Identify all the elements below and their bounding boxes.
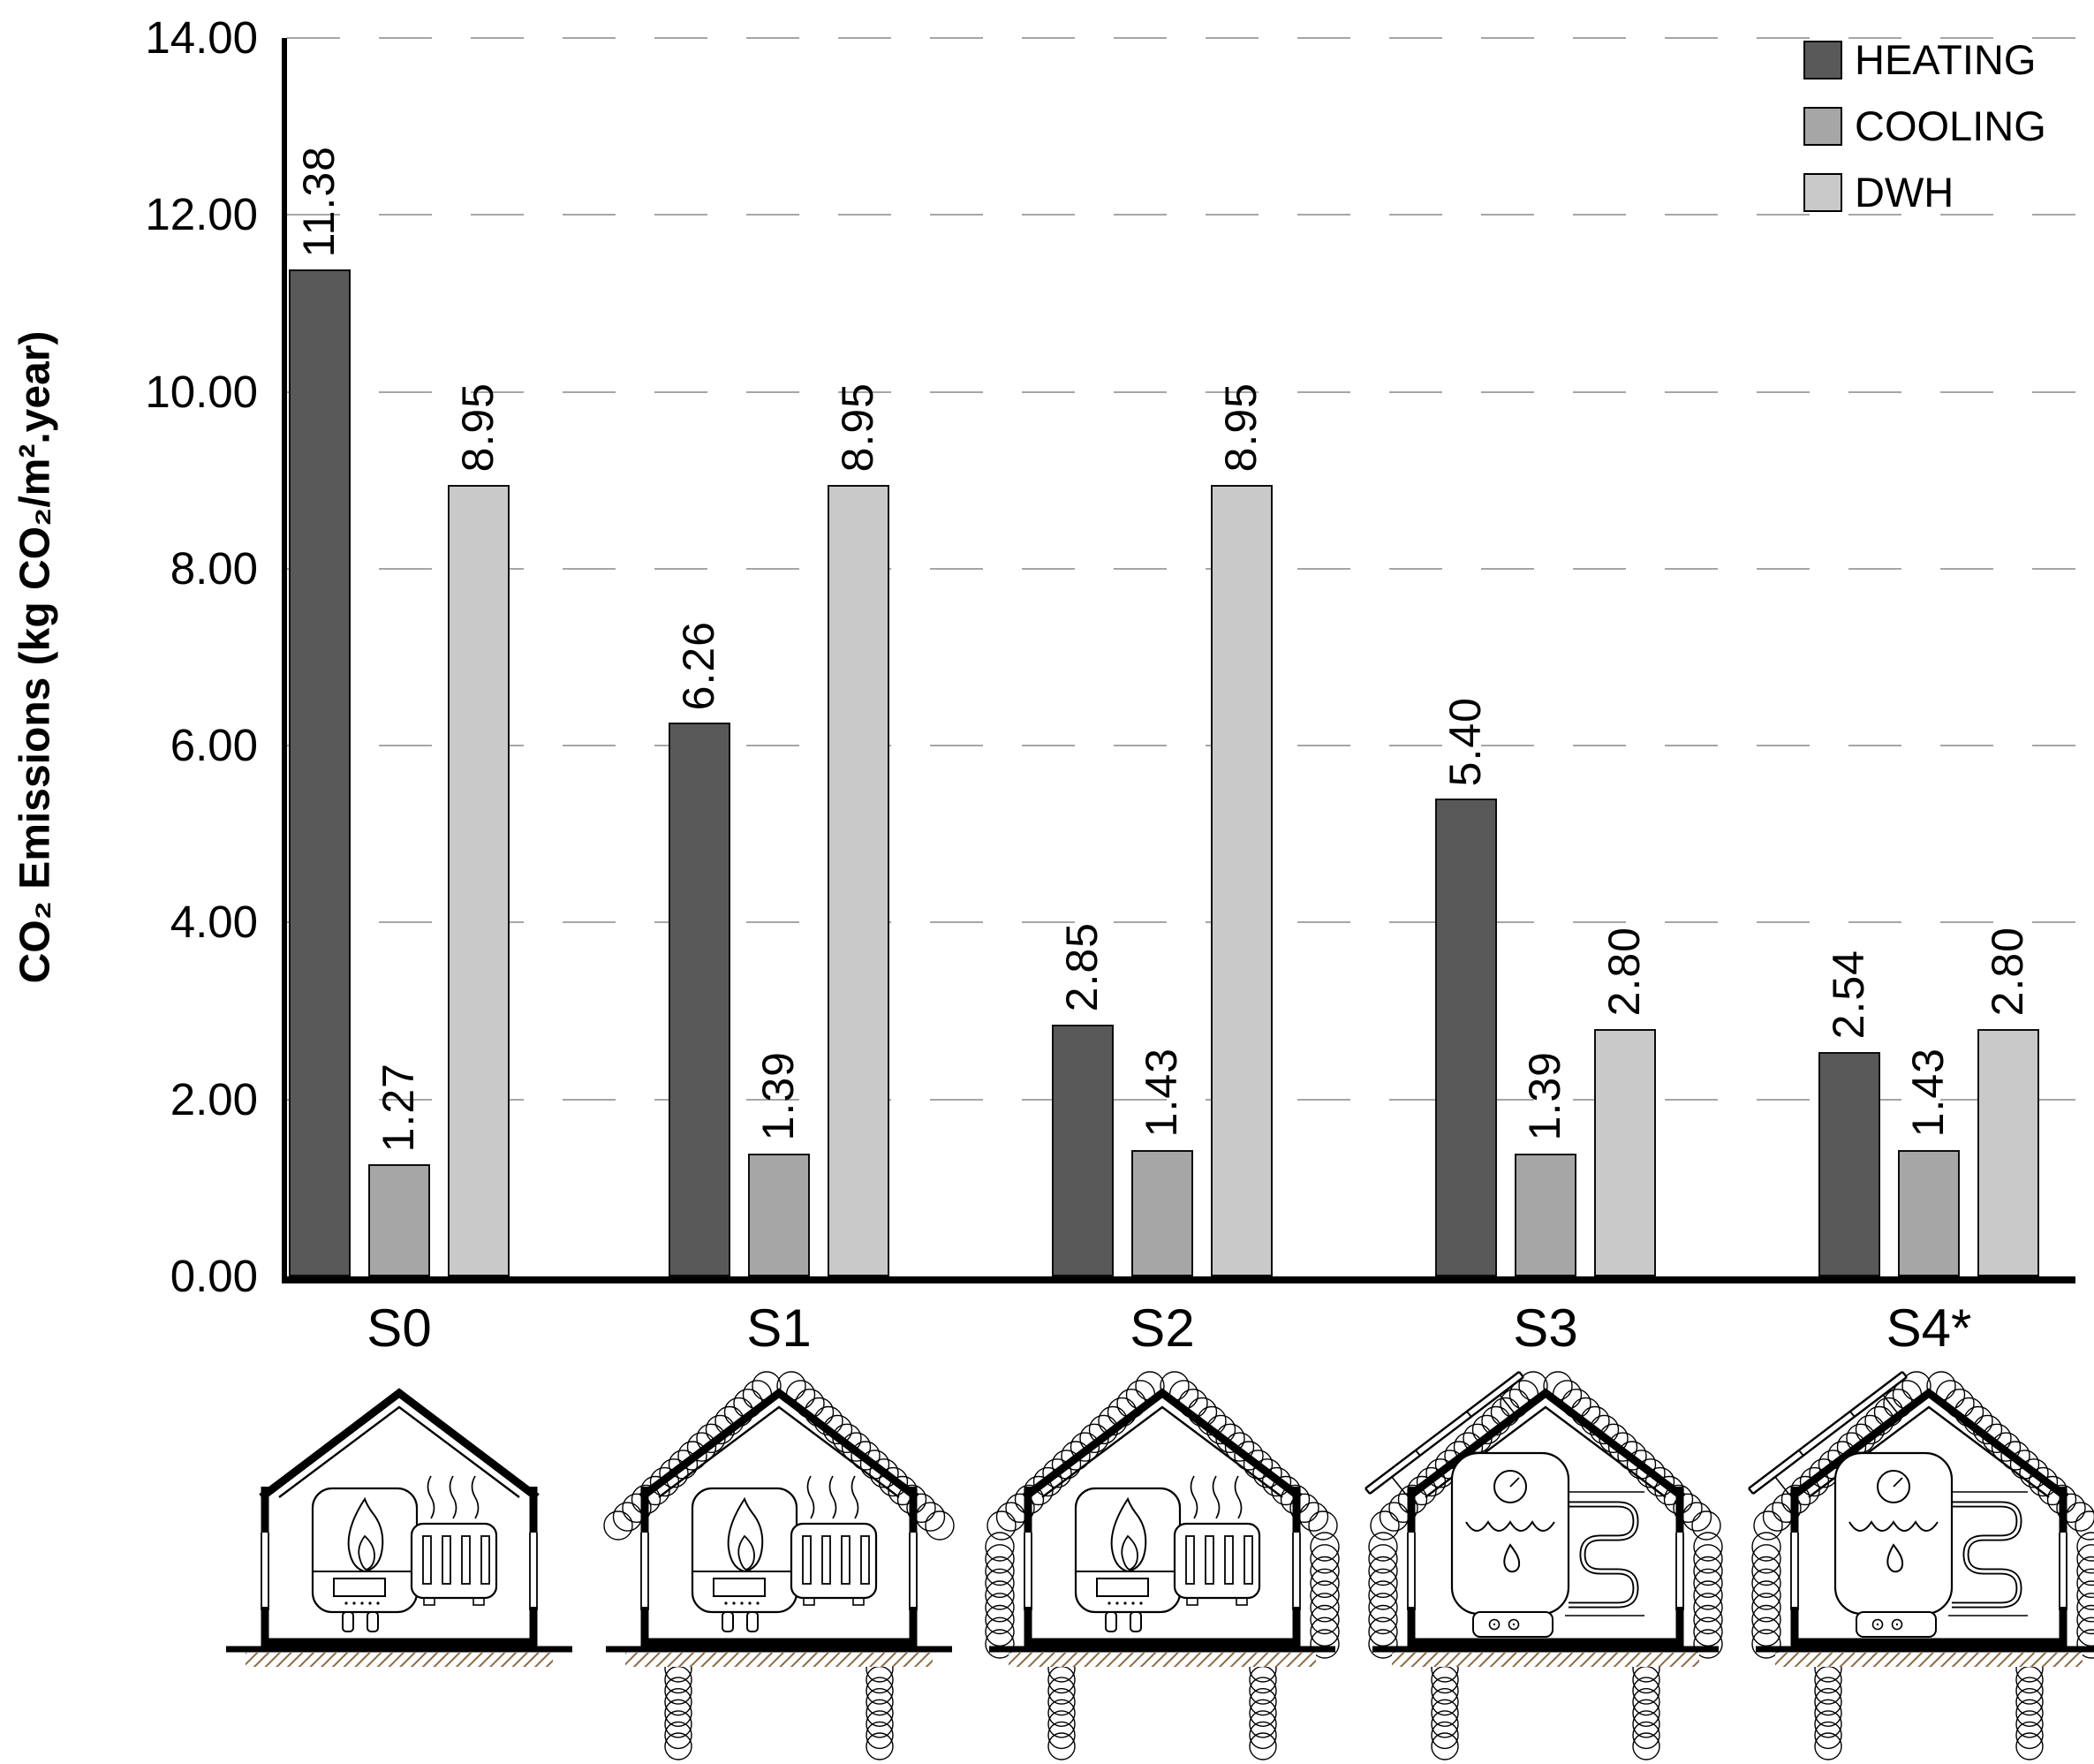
y-tick-6.00: 6.00 [170, 720, 258, 771]
y-tick-0.00: 0.00 [170, 1251, 258, 1301]
bar-s2-dwh [1211, 484, 1273, 1276]
value-label-s4-cooling: 1.43 [1903, 1048, 1953, 1138]
house-icon-s2 [977, 1358, 1348, 1764]
legend-swatch-dwh-icon [1803, 172, 1842, 212]
value-label-s2-heating: 2.85 [1057, 922, 1107, 1012]
bar-s0-cooling [368, 1163, 430, 1276]
legend-label-cooling: COOLING [1855, 102, 2046, 149]
house-icon-s1 [593, 1358, 964, 1764]
bar-s2-cooling [1131, 1149, 1193, 1276]
value-label-s1-dwh: 8.95 [833, 382, 882, 473]
gridline-4 [287, 921, 2075, 924]
legend-item-heating: HEATING [1803, 39, 2046, 80]
gridline-14 [287, 37, 2075, 39]
value-label-s4-dwh: 2.80 [1983, 927, 2032, 1017]
x-label-s0: S0 [367, 1298, 432, 1358]
value-label-s1-cooling: 1.39 [753, 1051, 803, 1141]
legend-item-dwh: DWH [1803, 171, 2046, 213]
y-axis-title: CO₂ Emissions (kg CO₂/m².year) [11, 330, 59, 984]
bar-s3-cooling [1515, 1153, 1576, 1276]
bar-s2-heating [1052, 1024, 1114, 1276]
gridline-6 [287, 745, 2075, 747]
value-label-s0-dwh: 8.95 [453, 382, 503, 473]
bar-s3-dwh [1594, 1028, 1656, 1276]
plot-area: 11.38 6.26 2.85 5.40 2.54 1.27 1.39 1.43 1.39 1.4… [282, 37, 2075, 1283]
value-label-s1-heating: 6.26 [674, 620, 723, 711]
bar-s4-heating [1818, 1051, 1880, 1276]
value-label-s4-heating: 2.54 [1824, 950, 1873, 1040]
y-tick-14.00: 14.00 [145, 12, 258, 63]
bar-s0-dwh [448, 484, 510, 1276]
house-icon-s0 [214, 1358, 585, 1764]
house-icon-s3 [1360, 1358, 1731, 1764]
x-label-s1: S1 [746, 1298, 812, 1358]
y-tick-2.00: 2.00 [170, 1073, 258, 1124]
legend-swatch-heating-icon [1803, 40, 1842, 79]
bar-s1-dwh [828, 484, 889, 1276]
y-tick-4.00: 4.00 [170, 897, 258, 948]
x-label-s3: S3 [1513, 1298, 1578, 1358]
value-label-s3-heating: 5.40 [1440, 696, 1490, 787]
legend-item-cooling: COOLING [1803, 105, 2046, 147]
house-icon-s4 [1743, 1358, 2094, 1764]
bar-s4-cooling [1898, 1149, 1960, 1276]
gridline-10 [287, 390, 2075, 393]
bar-s1-heating [669, 723, 730, 1276]
value-label-s3-dwh: 2.80 [1599, 927, 1649, 1017]
bar-s3-heating [1435, 799, 1497, 1276]
gridline-2 [287, 1098, 2075, 1101]
x-label-s4: S4* [1886, 1298, 1972, 1358]
chart-legend: HEATING COOLING DWH [1803, 39, 2046, 238]
x-label-s2: S2 [1130, 1298, 1195, 1358]
bar-s1-cooling [748, 1153, 810, 1276]
gridline-8 [287, 567, 2075, 570]
y-tick-8.00: 8.00 [170, 542, 258, 594]
y-tick-12.00: 12.00 [145, 189, 258, 240]
legend-swatch-cooling-icon [1803, 106, 1842, 146]
value-label-s2-dwh: 8.95 [1216, 382, 1266, 473]
legend-label-heating: HEATING [1855, 36, 2037, 83]
gridline-12 [287, 214, 2075, 216]
value-label-s0-heating: 11.38 [294, 145, 344, 258]
value-label-s3-cooling: 1.39 [1520, 1051, 1569, 1141]
bar-s0-heating [289, 269, 351, 1276]
value-label-s0-cooling: 1.27 [374, 1062, 423, 1152]
legend-label-dwh: DWH [1855, 169, 1954, 216]
bar-s4-dwh [1977, 1028, 2039, 1276]
y-tick-10.00: 10.00 [145, 366, 258, 417]
value-label-s2-cooling: 1.43 [1137, 1048, 1186, 1138]
